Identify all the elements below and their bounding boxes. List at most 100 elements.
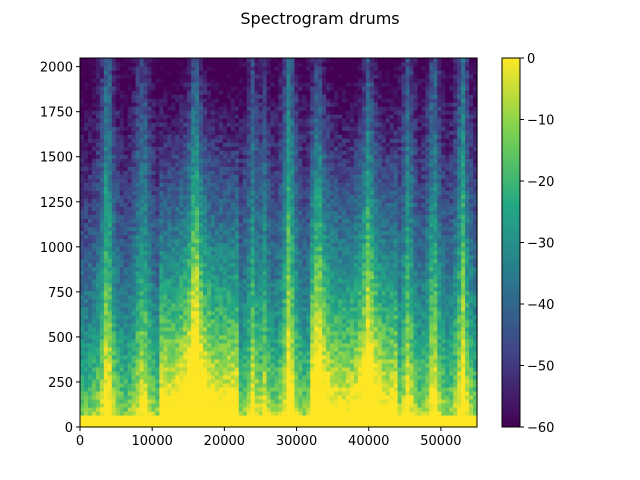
heatmap-cell <box>286 410 292 416</box>
heatmap-cell <box>230 410 236 416</box>
heatmap-cell <box>214 186 220 191</box>
heatmap-cell <box>218 90 224 95</box>
heatmap-cell <box>218 406 224 412</box>
heatmap-cell <box>230 210 236 216</box>
heatmap-cell <box>147 90 153 95</box>
heatmap-cell <box>218 78 224 83</box>
heatmap-cell <box>187 322 192 328</box>
heatmap-cell <box>187 186 192 191</box>
heatmap-cell <box>234 326 240 332</box>
heatmap-cell <box>179 394 184 400</box>
heatmap-cell <box>151 150 157 155</box>
heatmap-cell <box>139 418 145 424</box>
heatmap-cell <box>270 210 276 216</box>
heatmap-cell <box>191 390 196 396</box>
heatmap-cell <box>270 226 276 232</box>
heatmap-cell <box>290 298 295 304</box>
heatmap-cell <box>147 354 153 360</box>
heatmap-cell <box>127 242 133 248</box>
heatmap-cell <box>222 266 228 272</box>
heatmap-cell <box>191 134 196 139</box>
heatmap-cell <box>179 158 184 163</box>
heatmap-cell <box>151 154 157 159</box>
heatmap-cell <box>187 150 192 155</box>
heatmap-cell <box>147 322 153 328</box>
heatmap-cell <box>147 218 153 224</box>
heatmap-cell <box>199 418 204 424</box>
heatmap-cell <box>226 70 232 75</box>
heatmap-cell <box>218 342 224 348</box>
heatmap-cell <box>258 282 264 288</box>
heatmap-cell <box>282 414 288 420</box>
heatmap-cell <box>127 170 133 175</box>
heatmap-cell <box>290 218 295 224</box>
heatmap-cell <box>195 378 200 384</box>
heatmap-cell <box>286 362 292 368</box>
heatmap-cell <box>91 398 97 404</box>
heatmap-cell <box>266 166 272 171</box>
heatmap-cell <box>266 334 272 340</box>
heatmap-cell <box>151 70 157 75</box>
heatmap-cell <box>183 402 188 408</box>
heatmap-cell <box>214 70 220 75</box>
heatmap-cell <box>147 262 153 268</box>
heatmap-cell <box>195 390 200 396</box>
heatmap-cell <box>111 270 117 276</box>
heatmap-cell <box>242 154 248 159</box>
heatmap-cell <box>83 178 89 183</box>
heatmap-cell <box>214 274 220 280</box>
heatmap-cell <box>91 162 97 167</box>
heatmap-cell <box>226 174 232 179</box>
heatmap-cell <box>286 414 292 420</box>
heatmap-cell <box>115 406 121 412</box>
heatmap-cell <box>254 98 260 103</box>
heatmap-cell <box>242 186 248 191</box>
heatmap-cell <box>274 58 280 63</box>
heatmap-cell <box>222 206 228 212</box>
heatmap-cell <box>147 222 153 228</box>
heatmap-cell <box>107 178 113 183</box>
heatmap-cell <box>286 206 292 212</box>
heatmap-cell <box>171 102 176 107</box>
heatmap-cell <box>250 230 256 236</box>
heatmap-cell <box>254 118 260 123</box>
heatmap-cell <box>163 306 168 312</box>
heatmap-cell <box>107 374 113 380</box>
heatmap-cell <box>171 134 176 139</box>
heatmap-cell <box>119 150 125 155</box>
heatmap-cell <box>226 270 232 276</box>
heatmap-cell <box>282 106 288 111</box>
heatmap-cell <box>207 150 212 155</box>
heatmap-cell <box>115 94 121 99</box>
heatmap-cell <box>262 402 268 408</box>
heatmap-cell <box>270 342 276 348</box>
heatmap-cell <box>183 422 188 428</box>
heatmap-cell <box>183 266 188 272</box>
heatmap-cell <box>214 242 220 248</box>
heatmap-cell <box>139 174 145 179</box>
heatmap-cell <box>258 250 264 256</box>
heatmap-cell <box>214 350 220 356</box>
heatmap-cell <box>286 310 292 316</box>
heatmap-cell <box>80 294 85 300</box>
heatmap-cell <box>183 66 188 71</box>
heatmap-cell <box>266 150 272 155</box>
heatmap-cell <box>242 306 248 312</box>
heatmap-cell <box>179 274 184 280</box>
heatmap-cell <box>171 374 176 380</box>
heatmap-cell <box>80 82 85 87</box>
heatmap-cell <box>218 70 224 75</box>
heatmap-cell <box>115 166 121 171</box>
heatmap-cell <box>131 86 137 91</box>
heatmap-cell <box>203 158 208 163</box>
heatmap-cell <box>266 282 272 288</box>
heatmap-cell <box>95 182 101 187</box>
heatmap-cell <box>191 346 196 352</box>
heatmap-cell <box>187 170 192 175</box>
heatmap-cell <box>99 210 105 216</box>
heatmap-cell <box>226 394 232 400</box>
heatmap-cell <box>123 326 129 332</box>
heatmap-cell <box>195 382 200 388</box>
heatmap-cell <box>246 134 252 139</box>
heatmap-cell <box>187 242 192 248</box>
